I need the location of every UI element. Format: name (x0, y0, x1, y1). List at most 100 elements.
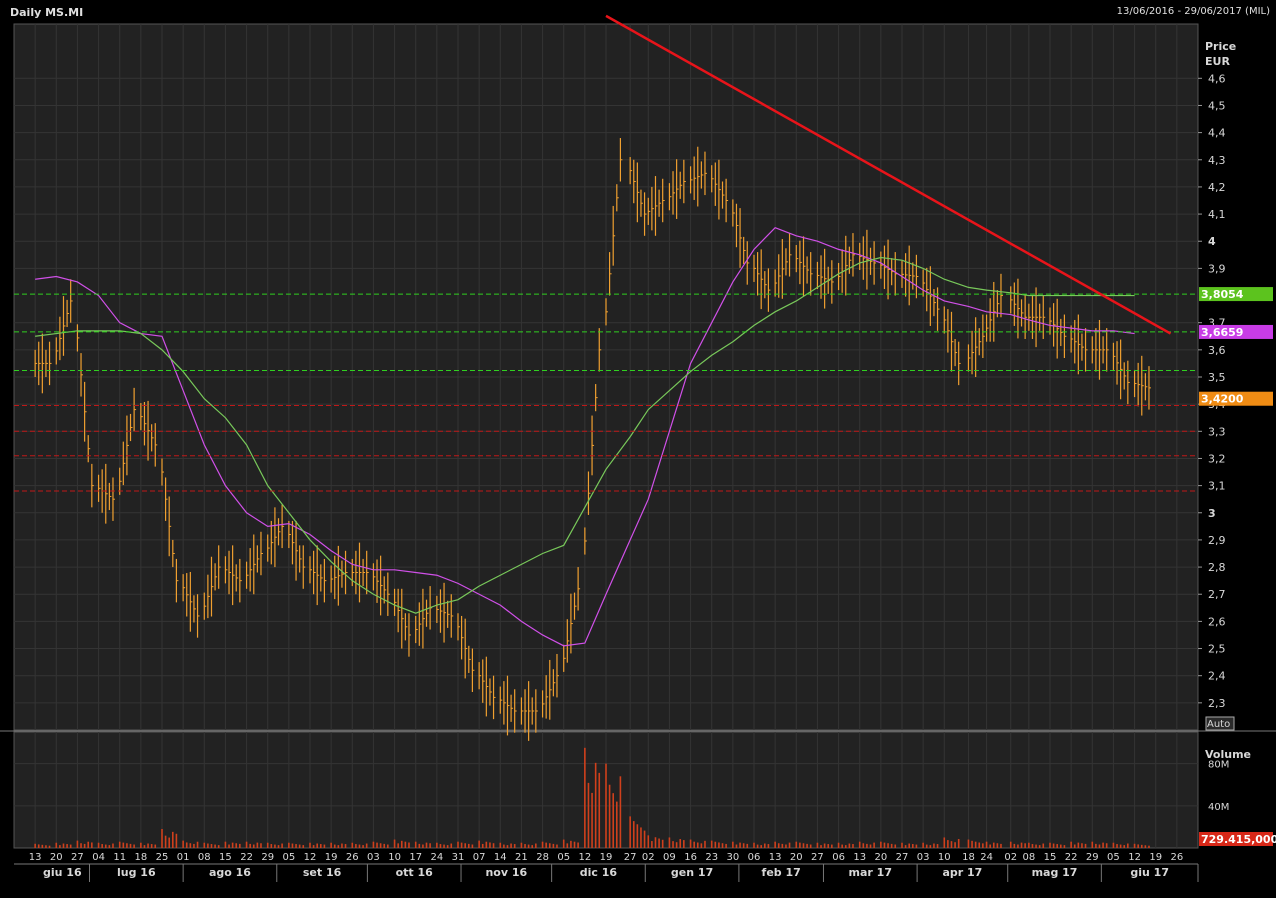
day-tick-label: 08 (1022, 852, 1035, 863)
price-tick-label: 3,9 (1208, 262, 1226, 275)
auto-scale-button[interactable] (1205, 716, 1235, 731)
day-tick-label: 10 (938, 852, 951, 863)
day-tick-label: 28 (536, 852, 549, 863)
month-label: dic 16 (580, 866, 618, 879)
price-tick-label: 2,3 (1208, 697, 1226, 710)
volume-tick-label: 80M (1208, 760, 1229, 771)
price-tick-label: 4,6 (1208, 72, 1226, 85)
day-tick-label: 13 (769, 852, 782, 863)
day-tick-label: 12 (1128, 852, 1141, 863)
day-tick-label: 01 (177, 852, 190, 863)
price-marker-label: 3,8054 (1201, 288, 1244, 301)
day-tick-label: 04 (92, 852, 105, 863)
day-tick-label: 27 (811, 852, 824, 863)
price-tick-label: 3,6 (1208, 344, 1226, 357)
day-tick-label: 24 (430, 852, 443, 863)
day-tick-label: 02 (1004, 852, 1017, 863)
day-tick-label: 29 (261, 852, 274, 863)
price-tick-label: 2,6 (1208, 615, 1226, 628)
date-range: 13/06/2016 - 29/06/2017 (MIL) (1116, 6, 1270, 17)
day-tick-label: 26 (346, 852, 359, 863)
day-tick-label: 15 (1044, 852, 1057, 863)
price-tick-label: 3,1 (1208, 480, 1226, 493)
day-tick-label: 23 (705, 852, 718, 863)
volume-marker-label: 729.415,0000 (1201, 833, 1276, 846)
month-label: mag 17 (1032, 866, 1078, 879)
day-tick-label: 22 (240, 852, 253, 863)
day-tick-label: 18 (134, 852, 147, 863)
day-tick-label: 02 (642, 852, 655, 863)
price-marker-box (1199, 324, 1273, 339)
day-tick-label: 26 (1170, 852, 1183, 863)
day-tick-label: 10 (388, 852, 401, 863)
price-axis-unit: EUR (1205, 55, 1230, 68)
day-tick-label: 19 (600, 852, 613, 863)
day-tick-label: 14 (494, 852, 507, 863)
day-tick-label: 31 (452, 852, 465, 863)
chart-title: Daily MS.MI (10, 6, 84, 19)
price-axis-title: Price (1205, 40, 1236, 53)
price-tick-label: 2,5 (1208, 643, 1226, 656)
price-tick-label: 2,8 (1208, 561, 1226, 574)
price-marker-box (1199, 391, 1273, 406)
day-tick-label: 05 (1107, 852, 1120, 863)
day-tick-label: 30 (726, 852, 739, 863)
price-tick-label: 3,3 (1208, 425, 1226, 438)
volume-marker-box (1199, 832, 1273, 846)
month-label: nov 16 (485, 866, 527, 879)
price-tick-label: 4 (1208, 235, 1216, 248)
price-tick-label: 4,3 (1208, 154, 1226, 167)
day-tick-label: 22 (1065, 852, 1078, 863)
price-tick-label: 3,2 (1208, 452, 1226, 465)
price-tick-label: 3,5 (1208, 371, 1226, 384)
volume-tick-label: 40M (1208, 802, 1229, 813)
day-tick-label: 05 (282, 852, 295, 863)
month-label: giu 17 (1130, 866, 1169, 879)
price-marker-label: 3,6659 (1201, 326, 1243, 339)
day-tick-label: 12 (304, 852, 317, 863)
day-tick-label: 11 (113, 852, 126, 863)
day-tick-label: 19 (1149, 852, 1162, 863)
day-tick-label: 19 (325, 852, 338, 863)
day-tick-label: 15 (219, 852, 232, 863)
day-tick-label: 05 (557, 852, 570, 863)
day-tick-label: 03 (917, 852, 930, 863)
day-tick-label: 16 (684, 852, 697, 863)
price-tick-label: 4,4 (1208, 127, 1226, 140)
moving-average-green (35, 256, 1135, 614)
day-tick-label: 27 (624, 852, 637, 863)
moving-average-magenta (35, 226, 1135, 647)
day-tick-label: 06 (748, 852, 761, 863)
day-tick-label: 12 (578, 852, 591, 863)
day-tick-label: 09 (663, 852, 676, 863)
price-tick-label: 4,5 (1208, 99, 1226, 112)
price-tick-label: 2,4 (1208, 670, 1226, 683)
month-label: ott 16 (396, 866, 434, 879)
day-tick-label: 20 (50, 852, 63, 863)
day-tick-label: 06 (832, 852, 845, 863)
day-tick-label: 27 (896, 852, 909, 863)
price-tick-label: 2,9 (1208, 534, 1226, 547)
price-tick-label: 2,7 (1208, 588, 1226, 601)
day-tick-label: 21 (515, 852, 528, 863)
month-label: mar 17 (849, 866, 892, 879)
month-label: set 16 (303, 866, 342, 879)
auto-scale-label: Auto (1207, 719, 1230, 730)
volume-axis-title: Volume (1205, 748, 1251, 761)
month-label: lug 16 (117, 866, 156, 879)
day-tick-label: 03 (367, 852, 380, 863)
day-tick-label: 13 (29, 852, 42, 863)
price-marker-label: 3,4200 (1201, 393, 1244, 406)
month-label: gen 17 (671, 866, 713, 879)
month-label: feb 17 (762, 866, 801, 879)
day-tick-label: 29 (1086, 852, 1099, 863)
price-tick-label: 3 (1208, 507, 1216, 520)
day-tick-label: 18 (962, 852, 975, 863)
trendline (605, 14, 1172, 335)
price-tick-label: 4,2 (1208, 181, 1226, 194)
day-tick-label: 20 (874, 852, 887, 863)
day-tick-label: 07 (473, 852, 486, 863)
day-tick-label: 25 (156, 852, 169, 863)
month-label: ago 16 (209, 866, 251, 879)
